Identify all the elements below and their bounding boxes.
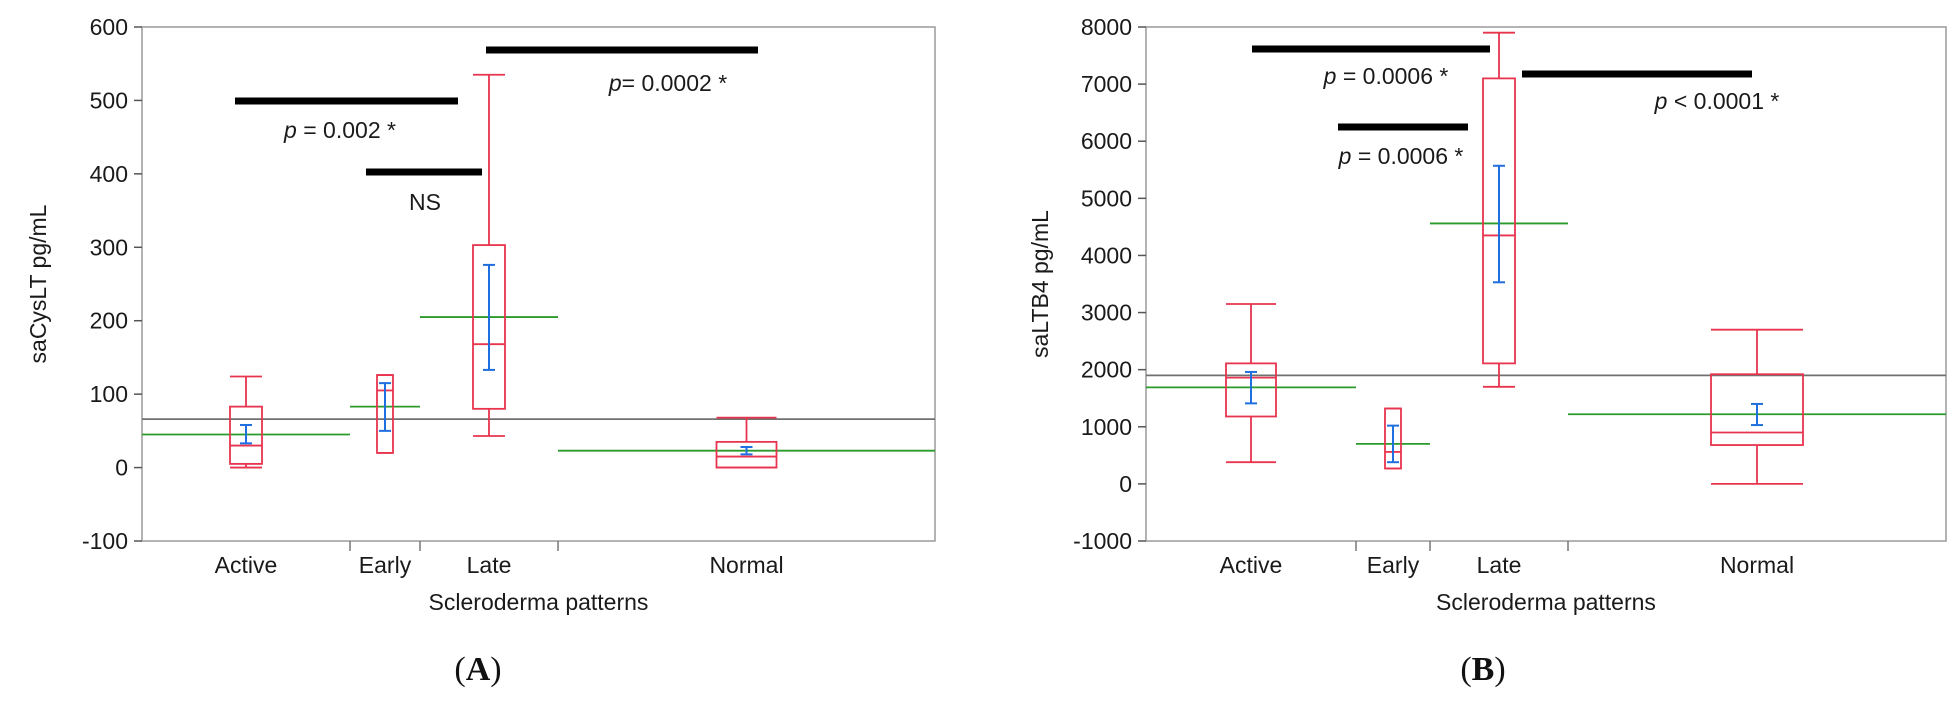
a-x-tick-label-late: Late: [467, 552, 512, 578]
b-x-axis-label: Scleroderma patterns: [1436, 589, 1656, 615]
a-y-tick-label: 300: [90, 234, 128, 260]
b-sig-label-1: p = 0.0006 *: [1323, 63, 1449, 89]
b-sig-label-3-p: p: [1654, 88, 1668, 114]
b-y-tick-label: -1000: [1073, 528, 1132, 554]
b-x-tick-label-normal: Normal: [1720, 552, 1794, 578]
panel-b-label: (B): [1460, 651, 1505, 688]
b-x-tick-label-active: Active: [1220, 552, 1283, 578]
b-box-normal: [1710, 373, 1804, 446]
a-y-tick-label: 200: [90, 308, 128, 334]
a-sig-label-3-value: = 0.0002 *: [622, 70, 728, 96]
b-sig-label-3: p < 0.0001 *: [1654, 88, 1780, 114]
b-sig-label-3-value: < 0.0001 *: [1667, 88, 1779, 114]
a-x-tick-label-normal: Normal: [709, 552, 783, 578]
a-box-active: [229, 405, 263, 465]
a-y-tick-label: 400: [90, 161, 128, 187]
b-box-late: [1482, 77, 1516, 365]
a-x-tick-label-active: Active: [215, 552, 278, 578]
b-y-tick-label: 8000: [1081, 14, 1132, 40]
b-sig-label-1-p: p: [1323, 63, 1337, 89]
b-y-tick-label: 0: [1119, 471, 1132, 497]
a-x-tick-label-early: Early: [359, 552, 412, 578]
a-sig-label-1: p = 0.002 *: [283, 117, 396, 143]
a-sig-label-3: p= 0.0002 *: [608, 70, 727, 96]
b-sig-label-2-p: p: [1338, 143, 1352, 169]
b-sig-label-2-value: = 0.0006 *: [1351, 143, 1463, 169]
b-y-axis-label: saLTB4 pg/mL: [1027, 210, 1053, 358]
a-box-late: [472, 244, 506, 410]
b-y-tick-label: 5000: [1081, 185, 1132, 211]
a-sig-label-2: NS: [409, 189, 441, 215]
b-sig-label-1-value: = 0.0006 *: [1336, 63, 1448, 89]
a-y-tick-label: -100: [82, 528, 128, 554]
panel-a-label: (A): [454, 651, 501, 688]
a-box-normal: [715, 440, 778, 469]
a-y-axis-label: saCysLT pg/mL: [25, 204, 51, 363]
b-y-tick-label: 4000: [1081, 242, 1132, 268]
a-box-early: [376, 374, 394, 454]
a-y-tick-label: 600: [90, 14, 128, 40]
a-y-tick-label: 100: [90, 381, 128, 407]
a-sig-label-3-p: p: [608, 70, 622, 96]
panel-a-chart: -100 0 100 200 300 400 500 600 saCysLT pg/mL Acti…: [25, 14, 936, 615]
b-y-tick-label: 6000: [1081, 128, 1132, 154]
b-box-active: [1225, 362, 1277, 418]
b-plot-frame: [1145, 26, 1947, 542]
panel-b-chart: -1000 0 1000 2000 3000 4000 5000 6000 7000 8000 sa…: [1027, 14, 1947, 615]
b-y-tick-label: 2000: [1081, 357, 1132, 383]
a-x-axis-label: Scleroderma patterns: [429, 589, 649, 615]
a-plot-frame: [141, 26, 936, 542]
b-x-tick-label-early: Early: [1367, 552, 1420, 578]
a-y-tick-label: 0: [115, 455, 128, 481]
b-x-tick-label-late: Late: [1477, 552, 1522, 578]
b-y-tick-label: 1000: [1081, 414, 1132, 440]
a-sig-label-1-p: p: [283, 117, 297, 143]
a-y-tick-label: 500: [90, 87, 128, 113]
a-sig-label-1-value: = 0.002 *: [297, 117, 396, 143]
b-y-tick-label: 7000: [1081, 71, 1132, 97]
b-y-tick-label: 3000: [1081, 300, 1132, 326]
b-sig-label-2: p = 0.0006 *: [1338, 143, 1464, 169]
b-box-early: [1384, 407, 1402, 470]
